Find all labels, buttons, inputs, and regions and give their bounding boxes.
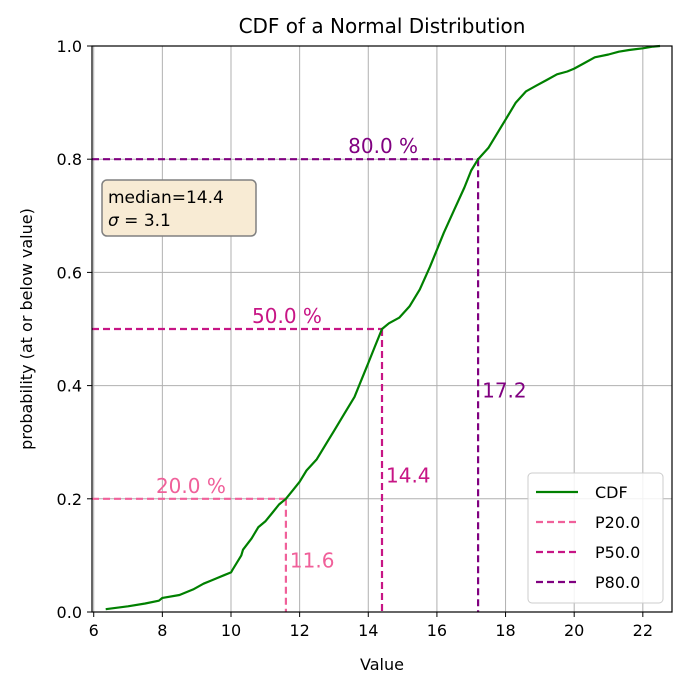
y-tick-label: 0.8 <box>57 150 82 169</box>
y-tick-label: 0.4 <box>57 377 82 396</box>
cdf-line <box>105 44 661 611</box>
plot-frame <box>91 45 673 613</box>
legend: CDF P20.0 P50.0 P80.0 <box>527 472 664 604</box>
stats-box: median=14.4 σ = 3.1 <box>101 179 257 237</box>
legend-label: P80.0 <box>595 573 640 592</box>
tick-labels: 6 8 10 12 14 16 18 20 22 0.0 0.2 0.4 0.6 0.8 1.0 <box>57 37 653 640</box>
x-axis-label: Value <box>360 655 404 674</box>
y-tick-label: 1.0 <box>57 37 82 56</box>
axes <box>87 45 673 617</box>
percentile-percent-label: 80.0 % <box>348 134 418 158</box>
legend-label: CDF <box>595 483 628 502</box>
sigma-value: = 3.1 <box>119 211 171 231</box>
percentile-value-label: 14.4 <box>386 464 431 488</box>
percentile-value-label: 11.6 <box>290 548 335 572</box>
percentile-percent-label: 20.0 % <box>156 474 226 498</box>
percentile-value-label: 17.2 <box>482 379 527 403</box>
x-tick-label: 6 <box>89 621 99 640</box>
y-tick-label: 0.6 <box>57 263 82 282</box>
legend-frame <box>527 472 664 604</box>
legend-entries: CDF P20.0 P50.0 P80.0 <box>536 483 640 592</box>
sigma-symbol: σ <box>108 211 120 231</box>
x-tick-label: 12 <box>289 621 309 640</box>
y-tick-label: 0.0 <box>57 603 82 622</box>
percentile-lines: 11.6 20.0 % 14.4 50.0 % 17.2 80.0 % <box>92 134 527 612</box>
cdf-series <box>105 44 661 611</box>
x-tick-label: 14 <box>358 621 378 640</box>
legend-label: P50.0 <box>595 543 640 562</box>
percentile-percent-label: 50.0 % <box>252 304 322 328</box>
x-tick-label: 8 <box>157 621 167 640</box>
x-tick-label: 16 <box>427 621 447 640</box>
y-axis-label: probability (at or below value) <box>17 208 36 450</box>
chart-title: CDF of a Normal Distribution <box>239 14 526 38</box>
x-tick-label: 22 <box>633 621 653 640</box>
stats-median-text: median=14.4 <box>108 188 224 208</box>
y-tick-label: 0.2 <box>57 490 82 509</box>
x-tick-label: 20 <box>564 621 584 640</box>
stats-sigma-text: σ = 3.1 <box>108 211 171 231</box>
legend-label: P20.0 <box>595 513 640 532</box>
x-tick-label: 10 <box>221 621 241 640</box>
x-tick-label: 18 <box>495 621 515 640</box>
stats-box-frame <box>101 179 257 237</box>
